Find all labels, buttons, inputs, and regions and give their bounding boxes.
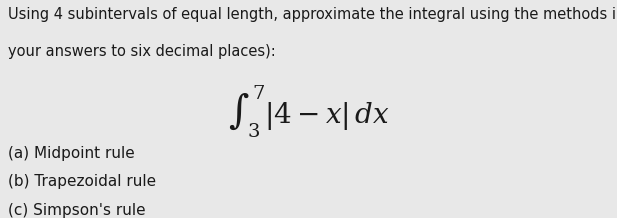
Text: (a) Midpoint rule: (a) Midpoint rule [8,146,135,161]
Text: $\int_3^7 |4 - x|\, dx$: $\int_3^7 |4 - x|\, dx$ [228,83,389,140]
Text: (c) Simpson's rule: (c) Simpson's rule [8,203,146,218]
Text: (b) Trapezoidal rule: (b) Trapezoidal rule [8,174,156,189]
Text: Using 4 subintervals of equal length, approximate the integral using the methods: Using 4 subintervals of equal length, ap… [8,7,617,22]
Text: your answers to six decimal places):: your answers to six decimal places): [8,44,276,59]
